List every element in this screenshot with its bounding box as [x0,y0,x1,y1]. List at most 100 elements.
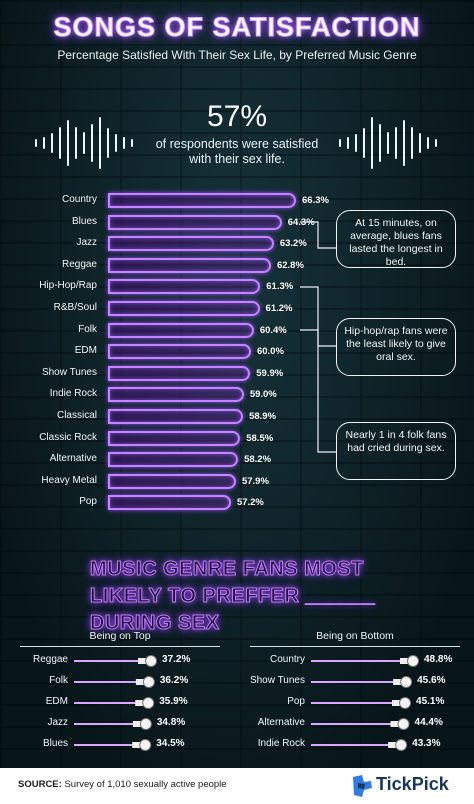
genre-value: 59.0% [249,389,277,401]
callout-connectors [300,221,336,453]
microphone-head-icon [142,697,155,709]
preference-value: 35.9% [159,696,188,707]
genre-bar [108,452,239,468]
microphone-handle [138,658,147,664]
genre-label: Show Tunes [41,366,97,378]
genre-value: 61.3% [266,281,294,293]
microphone-bar [311,697,412,709]
microphone-head-icon [400,676,413,688]
preference-label: Alternative [257,717,305,728]
preference-label: Folk [49,675,68,686]
preference-value: 45.1% [416,696,445,707]
genre-label: Hip-Hop/Rap [39,280,97,292]
preference-label: Reggae [32,654,68,665]
genre-value: 62.8% [276,259,304,271]
genre-bar [108,236,274,252]
connector-hiphop [300,286,336,347]
connector-blues [300,221,336,249]
preference-value: 44.4% [414,717,443,728]
microphone-bar [311,739,408,751]
genre-label: Pop [79,496,97,508]
genre-value: 61.2% [265,303,293,314]
genre-bar [108,495,231,511]
genre-bar [108,365,251,381]
genre-label: Folk [78,323,97,335]
microphone-head-icon [407,655,419,667]
footer-bar [0,768,474,804]
genre-bar [108,409,244,424]
microphone-handle [400,658,408,664]
genre-bar [108,344,251,360]
headline-text: of respondents were satisfied with their… [155,137,319,166]
microphone-head-icon [397,718,410,730]
genre-label: Blues [71,215,97,227]
page-title: SONGS OF SATISFACTION [53,12,421,43]
connector-folk [300,329,336,453]
microphone-handle [135,700,144,706]
genre-label: Alternative [49,453,97,465]
callout-hiphop: Hip-hop/rap fans were the least likely t… [336,318,456,376]
genre-label: Indie Rock [49,388,97,400]
genre-label: Classical [56,410,97,421]
microphone-bar [74,655,158,667]
preference-value: 37.2% [162,654,191,665]
panel-header-bottom: Being on Bottom [316,630,394,642]
microphone-head-icon [145,655,158,667]
genre-bar [108,301,260,316]
microphone-head-icon [139,739,152,751]
genre-label: Reggae [61,258,97,270]
microphone-bar [311,655,419,667]
genre-value: 57.9% [241,475,269,487]
preference-label: Blues [42,738,68,749]
genre-label: Jazz [76,237,97,249]
panel-rule-top [20,646,220,647]
microphone-head-icon [142,676,155,688]
genre-value: 59.9% [256,367,284,379]
genre-value: 58.5% [246,432,274,444]
genre-bar [108,322,254,338]
genre-value: 60.4% [259,324,287,336]
preference-label: Pop [287,696,305,707]
preference-label: Country [269,654,305,665]
microphone-handle [392,700,401,706]
genre-value: 58.9% [249,411,277,422]
microphone-bar [311,718,410,730]
genre-bar [108,387,244,403]
sound-wave-right-icon [339,117,437,169]
genre-value: 60.0% [256,346,284,358]
source-note: SOURCE: Survey of 1,010 sexually active … [18,779,227,790]
genre-label: Country [61,194,97,205]
panel-rule-bottom [250,646,460,647]
preference-label: EDM [45,696,68,707]
microphone-handle [393,679,402,685]
genre-label: EDM [74,345,97,357]
microphone-handle [390,721,399,727]
tickpick-logo-icon [353,775,372,797]
preference-label: Jazz [47,717,68,728]
source-label: SOURCE: [18,779,62,790]
microphone-head-icon [139,718,152,730]
preference-label: Show Tunes [249,675,305,686]
genre-bar [108,430,241,446]
microphone-bar [74,676,155,688]
microphone-bar [74,697,155,709]
section-title-text: MUSIC GENRE FANS MOST LIKELY TO PREFFER … [89,558,376,635]
preference-value: 36.2% [159,675,189,686]
genre-label: Heavy Metal [41,474,97,486]
microphone-handle [132,742,141,748]
genre-bar [108,257,271,273]
microphone-handle [388,742,397,748]
brand-name: TickPick [376,774,449,794]
genre-bar [108,279,261,295]
section-title: MUSIC GENRE FANS MOST LIKELY TO PREFFER … [89,556,390,637]
preference-value: 34.8% [156,717,186,728]
genre-label: R&B/Soul [53,302,97,313]
microphone-bar [74,718,152,730]
genre-bar [108,214,282,230]
genre-label: Classic Rock [39,431,97,443]
preference-label: Indie Rock [257,738,305,749]
sound-wave-left-icon [35,117,133,169]
microphone-head-icon [399,697,412,709]
genre-value: 58.2% [244,454,272,466]
headline-stat: 57% [206,100,268,133]
